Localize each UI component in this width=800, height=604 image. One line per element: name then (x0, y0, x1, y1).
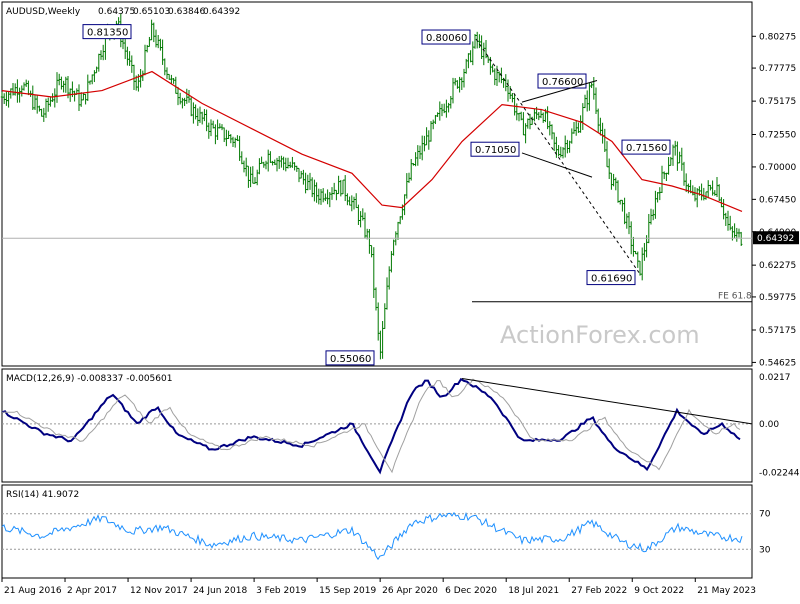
price-tick-label: 0.67450 (759, 195, 796, 205)
rsi-tick-label: 70 (759, 510, 771, 520)
macd-signal-line (2, 378, 741, 474)
annotation-box (325, 350, 375, 366)
fe-level-label: FE 61.8 (718, 292, 752, 302)
channel-upper-line (521, 79, 598, 103)
x-tick-label: 18 Jul 2021 (508, 586, 559, 596)
current-price-label: 0.64392 (757, 234, 794, 244)
annotation-label: 0.80060 (426, 33, 467, 44)
price-annotations: 0.81350 0.80060 0.76600 0.71050 0.71560 0.616… (82, 24, 671, 366)
price-tick-label: 0.80275 (759, 32, 796, 42)
current-price-box (753, 231, 799, 245)
x-tick-label: 24 Jun 2018 (193, 586, 247, 596)
annotation-label: 0.55060 (330, 354, 371, 365)
price-axis-ticks: 0.80275 0.77775 0.75175 0.72550 0.70000 0.674… (752, 32, 796, 368)
x-tick-label: 2 Apr 2017 (67, 586, 117, 596)
rsi-tick-label: 30 (759, 545, 771, 555)
price-tick-label: 0.77775 (759, 64, 796, 74)
x-tick-label: 3 Feb 2019 (256, 586, 307, 596)
x-tick-label: 9 Oct 2022 (634, 586, 684, 596)
macd-tick-label: 0.00 (759, 420, 779, 430)
rsi-line (1, 511, 743, 561)
channel-lower-line (521, 152, 593, 178)
x-tick-label: 21 Aug 2016 (4, 586, 62, 596)
x-tick-label: 26 Apr 2020 (382, 586, 438, 596)
price-tick-label: 0.72550 (759, 131, 796, 141)
rsi-title: RSI(14) 41.9072 (6, 490, 79, 500)
annotation-box (537, 73, 587, 89)
x-tick-label: 6 Dec 2020 (445, 586, 497, 596)
annotation-box (82, 24, 132, 40)
macd-trendline (461, 377, 753, 425)
annotation-box (586, 270, 636, 286)
macd-main-line (1, 377, 741, 475)
rsi-panel-frame (1, 484, 753, 579)
watermark: ActionForex.com (500, 321, 700, 349)
annotation-label: 0.71560 (626, 143, 667, 154)
ohlc-close: 0.64392 (203, 7, 240, 17)
price-tick-label: 0.62275 (759, 261, 796, 271)
macd-title: MACD(12,26,9) -0.008337 -0.005601 (6, 374, 172, 384)
macd-tick-label: 0.0217 (759, 373, 791, 383)
price-tick-label: 0.75175 (759, 97, 796, 107)
x-tick-label: 12 Nov 2017 (130, 586, 188, 596)
x-tick-label: 27 Feb 2022 (571, 586, 627, 596)
annotation-label: 0.81350 (87, 28, 128, 39)
price-tick-label: 0.54625 (759, 358, 796, 368)
macd-tick-label: -0.022445 (759, 468, 800, 478)
price-panel-frame (1, 1, 753, 367)
x-tick-label: 21 May 2023 (697, 586, 756, 596)
x-axis-ticks: 21 Aug 2016 2 Apr 2017 12 Nov 2017 24 Jun 2… (1, 578, 756, 596)
price-tick-label: 0.59775 (759, 293, 796, 303)
rsi-layer: 70 30 (1, 510, 771, 561)
annotation-label: 0.76600 (542, 77, 583, 88)
annotation-label: 0.61690 (591, 274, 632, 285)
annotation-box (621, 139, 671, 155)
moving-average-line (1, 70, 743, 212)
price-tick-label: 0.70000 (759, 163, 796, 173)
ohlc-high: 0.65103 (133, 7, 170, 17)
annotation-box (421, 29, 471, 45)
moving-average-series (1, 70, 743, 212)
x-tick-label: 15 Sep 2019 (319, 586, 376, 596)
ohlc-low: 0.63846 (168, 7, 205, 17)
ohlc-open: 0.64375 (98, 7, 135, 17)
price-title: AUDUSD,Weekly (6, 7, 81, 17)
price-series: 0.64392 FE 61.8 (0, 13, 799, 360)
macd-panel-frame (1, 368, 753, 483)
annotation-box (470, 141, 520, 157)
price-tick-label: 0.57175 (759, 326, 796, 336)
annotation-label: 0.71050 (475, 145, 516, 156)
macd-layer: 0.0217 0.00 -0.022445 (1, 373, 800, 478)
